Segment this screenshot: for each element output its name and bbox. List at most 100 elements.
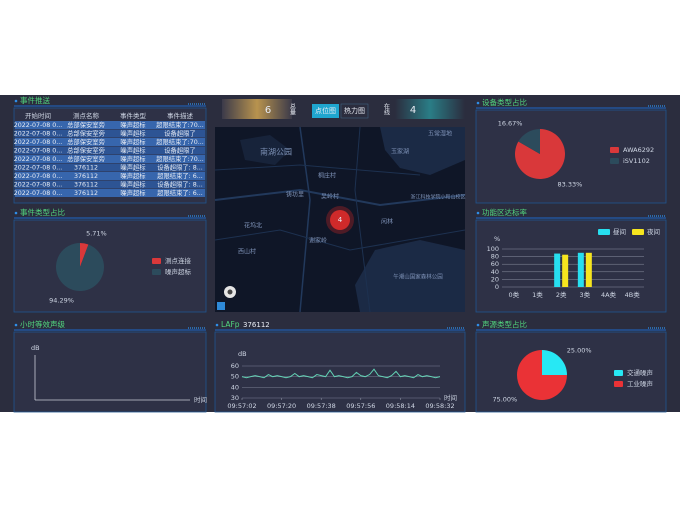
map-label: 铸坊里: [286, 191, 304, 199]
legend-swatch: [614, 370, 623, 376]
title-dot: [476, 323, 480, 327]
table-cell: 噪声超标: [120, 171, 146, 180]
x-tick-label: 09:58:14: [386, 402, 415, 410]
y-tick-label: 100: [487, 245, 499, 253]
table-cell: 设备超限了: [164, 146, 195, 155]
table-cell: 噪声超标: [120, 188, 146, 197]
pie-slice: [55, 243, 104, 291]
online-label: 在线: [383, 102, 390, 115]
table-row: [15, 180, 205, 189]
panel-title: 设备类型占比: [482, 97, 527, 107]
map-label: 五常湿地: [428, 130, 452, 138]
table-cell: 总部保安室旁: [67, 137, 105, 146]
water: [240, 135, 290, 165]
table-cell: 噪声超标: [120, 120, 146, 129]
button[interactable]: [312, 104, 339, 118]
table-cell: 超限结束了: 6...: [157, 171, 203, 180]
legend-swatch: [152, 258, 161, 264]
table-row: [15, 172, 205, 180]
pie-label: 25.00%: [567, 346, 592, 354]
online-badge: [395, 99, 465, 119]
table-cell: 总部保安室旁: [67, 154, 105, 163]
map-label: 午潮山国家森林公园: [393, 273, 443, 281]
button-label[interactable]: 点位图: [315, 106, 336, 115]
x-tick-label: 3类: [580, 290, 591, 299]
total-badge: [222, 99, 292, 119]
map-label: 西山村: [238, 248, 256, 256]
x-tick-label: 2类: [556, 290, 567, 299]
button-label[interactable]: 热力图: [344, 106, 365, 115]
panel-title: 功能区达标率: [482, 207, 527, 217]
y-axis-label: dB: [238, 350, 247, 358]
x-tick-label: 1类: [532, 290, 543, 299]
table-row: [15, 163, 205, 172]
title-dot: [14, 99, 18, 103]
y-tick-label: 60: [231, 362, 239, 370]
panel: [475, 219, 667, 313]
y-axis-label: %: [494, 235, 500, 243]
water: [355, 240, 465, 312]
legend-label: iSV1102: [623, 157, 650, 165]
road: [214, 229, 466, 251]
table-cell: 376112: [74, 165, 98, 172]
table-header: 测点名称: [73, 111, 100, 120]
panel-title: 事件推送: [20, 95, 50, 105]
table-cell: 设备超限了: [164, 129, 195, 138]
panel: [13, 331, 207, 413]
table-cell: 2022-07-08 0...: [14, 156, 63, 163]
legend-label: 测点连接: [165, 256, 192, 265]
table-cell: 设备超限了: 8...: [157, 180, 203, 189]
table-cell: 2022-07-08 0...: [14, 173, 63, 180]
table-cell: 噪声超标: [120, 154, 146, 163]
total-label: 总量: [289, 102, 296, 116]
map-label: 南湖公园: [260, 147, 292, 157]
panel-subtitle: 376112: [243, 321, 270, 329]
locate-icon: [227, 289, 233, 295]
table-cell: 总部保安室旁: [67, 129, 105, 138]
map-label: 玉家湖: [391, 148, 409, 156]
road: [214, 164, 421, 176]
panel-title: 声源类型占比: [482, 319, 527, 329]
y-tick-label: 80: [491, 253, 499, 261]
x-tick-label: 4A类: [601, 290, 617, 299]
table-header: 开始时间: [25, 111, 51, 120]
button[interactable]: [340, 103, 369, 119]
map-label: 浙江科技学院小和山校区: [410, 194, 465, 201]
marker[interactable]: [330, 210, 350, 230]
table-row: [15, 155, 205, 163]
legend-swatch: [598, 229, 610, 235]
pie-slice: [80, 243, 89, 267]
title-dot: [476, 211, 480, 215]
x-tick-label: 09:57:20: [267, 402, 296, 410]
panel: [475, 331, 667, 413]
pie-label: 83.33%: [558, 180, 583, 188]
table-cell: 噪声超标: [120, 146, 146, 155]
y-axis-label: dB: [31, 344, 40, 352]
map-label: 吴岭村: [321, 193, 339, 201]
table-cell: 总部保安室旁: [67, 146, 105, 155]
table-row: [15, 121, 205, 129]
table-cell: 2022-07-08 0...: [14, 122, 63, 129]
table-cell: 2022-07-08 0...: [14, 139, 63, 146]
y-tick-label: 40: [231, 383, 239, 391]
panel: [214, 331, 466, 413]
panel-title: LAFp: [221, 320, 240, 329]
panel-title: 事件类型占比: [20, 207, 65, 217]
road: [354, 126, 371, 313]
table-cell: 噪声超标: [120, 129, 146, 138]
panel: [475, 109, 667, 204]
legend-label: 交通噪声: [627, 368, 654, 377]
y-tick-label: 20: [491, 275, 499, 283]
table-cell: 噪声超标: [120, 180, 146, 189]
table-cell: 2022-07-08 0...: [14, 165, 63, 172]
legend-swatch: [632, 229, 644, 235]
table-cell: 噪声超标: [120, 163, 146, 172]
map-label: 花坞北: [244, 222, 262, 230]
legend-swatch: [152, 269, 161, 275]
pie-label: 94.29%: [49, 296, 74, 304]
marker-count[interactable]: 4: [338, 216, 343, 224]
map: 4: [214, 126, 466, 313]
table-cell: 2022-07-08 0...: [14, 148, 63, 155]
legend-label: 昼间: [613, 228, 626, 236]
